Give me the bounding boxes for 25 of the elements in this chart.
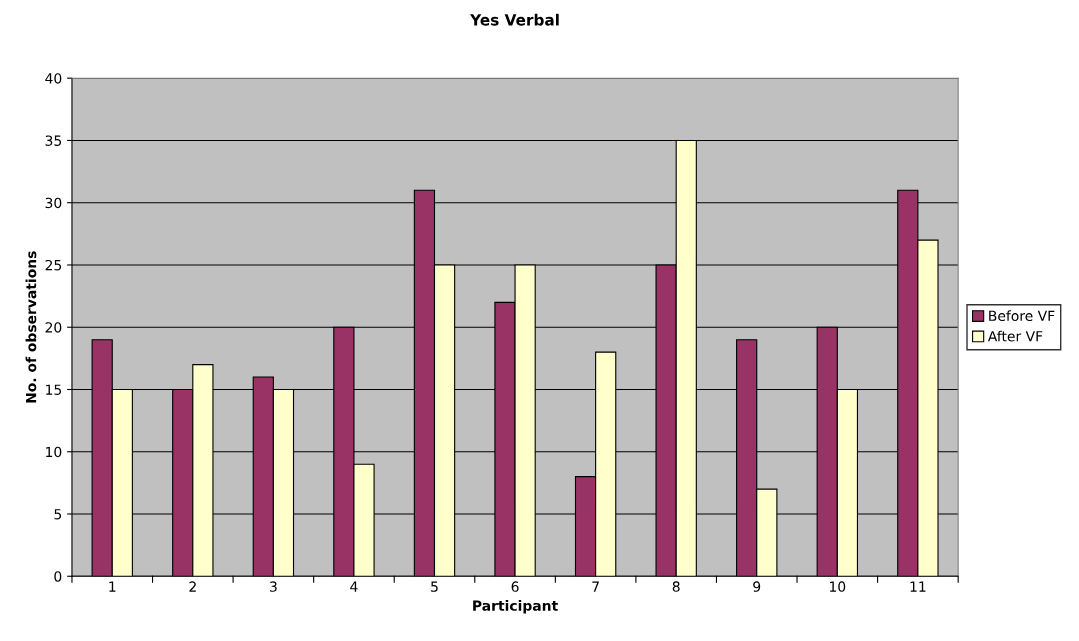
y-tick-label: 10: [46, 446, 62, 458]
y-tick-label: 15: [46, 384, 62, 395]
x-tick-label: 10: [830, 581, 846, 592]
x-tick-label: 1: [109, 581, 116, 592]
x-tick-label: 3: [270, 581, 277, 592]
x-axis-title: Participant: [473, 600, 558, 614]
x-tick-label: 2: [189, 581, 196, 592]
x-tick-label: 8: [672, 581, 680, 592]
x-tick-label: 6: [511, 581, 519, 592]
y-tick-label: 0: [54, 571, 62, 582]
x-tick-label: 11: [910, 581, 926, 592]
x-tick-label: 9: [753, 581, 761, 592]
y-tick-label: 25: [45, 259, 62, 271]
y-tick-label: 5: [54, 509, 62, 520]
legend-label: After VF: [987, 330, 1043, 342]
y-tick-label: 30: [45, 197, 62, 209]
legend-label: Before VF: [989, 310, 1055, 322]
y-axis-title: No. of observations: [25, 251, 37, 403]
x-tick-label: 5: [431, 581, 438, 592]
x-tick-label: 7: [592, 581, 599, 592]
y-tick-label: 20: [45, 322, 62, 333]
x-tick-label: 4: [350, 581, 358, 592]
y-tick-label: 40: [45, 73, 62, 84]
y-tick-label: 35: [45, 135, 62, 146]
chart-title: Yes Verbal: [470, 13, 559, 26]
